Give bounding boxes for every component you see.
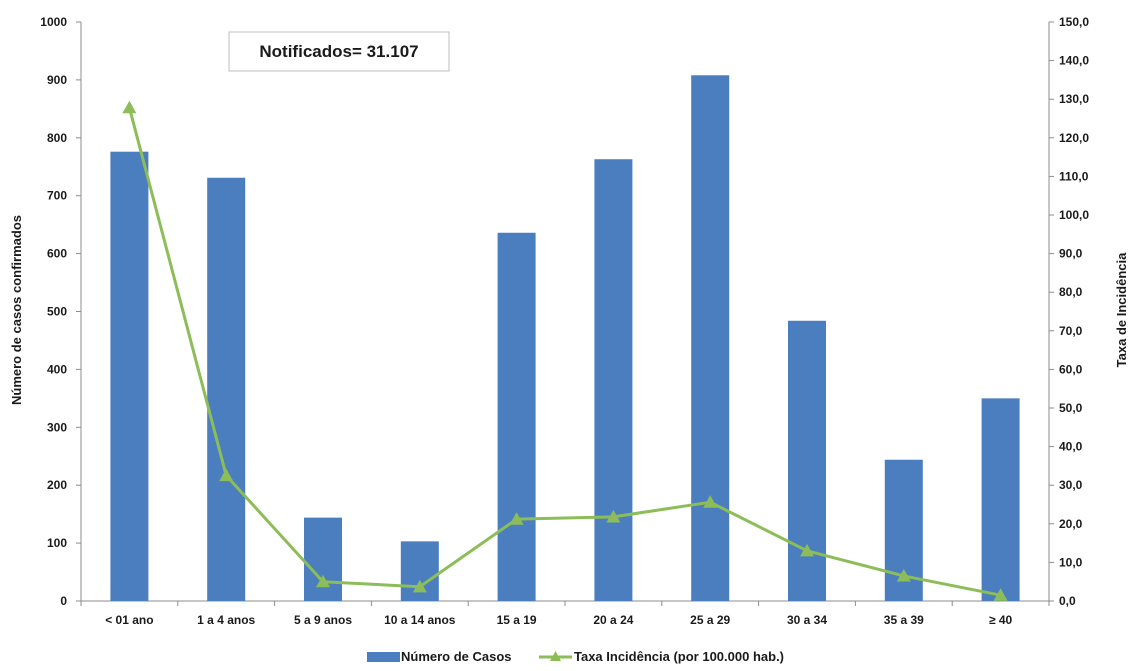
bar	[788, 320, 826, 601]
right-tick-label: 80,0	[1059, 285, 1083, 299]
right-tick-label: 90,0	[1059, 247, 1083, 261]
bar	[594, 159, 633, 601]
line-point	[703, 495, 718, 508]
x-axis: < 01 ano 1 a 4 anos 5 a 9 anos 10 a 14 anos…	[80, 601, 1050, 627]
bar	[981, 398, 1020, 601]
bar	[691, 75, 730, 601]
right-tick-label: 0,0	[1059, 594, 1076, 608]
line-point	[896, 568, 911, 582]
left-tick-label: 700	[47, 189, 67, 203]
right-tick-label: 40,0	[1059, 440, 1083, 454]
line-series	[122, 100, 1008, 601]
left-tick-label: 1000	[40, 15, 67, 29]
line-point	[412, 579, 427, 593]
legend-label-bars: Número de Casos	[401, 649, 512, 664]
left-tick-label: 100	[47, 536, 67, 550]
x-tick-label: 30 a 34	[787, 613, 827, 627]
legend-marker-line	[550, 651, 561, 661]
x-tick-label: 1 a 4 anos	[197, 613, 255, 627]
bar	[304, 517, 342, 601]
left-tick-label: 900	[47, 73, 67, 87]
y-axis-title: Número de casos confirmados	[9, 215, 24, 405]
line-point	[316, 574, 330, 588]
line-point	[509, 512, 524, 525]
legend-swatch-bars	[367, 652, 400, 662]
right-tick-label: 140,0	[1059, 54, 1089, 68]
left-tick-label: 400	[47, 362, 67, 376]
incidence-line	[127, 107, 1001, 597]
left-tick-label: 0	[60, 594, 67, 608]
line-point	[993, 588, 1008, 601]
x-tick-label: 15 a 19	[497, 613, 537, 627]
right-tick-label: 100,0	[1059, 208, 1089, 222]
line-point	[219, 468, 234, 482]
line-point	[606, 509, 621, 523]
right-tick-label: 120,0	[1059, 131, 1089, 145]
left-tick-label: 500	[47, 305, 67, 319]
right-tick-label: 150,0	[1059, 15, 1089, 29]
right-tick-label: 110,0	[1059, 169, 1089, 183]
right-tick-label: 50,0	[1059, 401, 1083, 415]
right-tick-label: 130,0	[1059, 92, 1089, 106]
bar	[110, 151, 149, 602]
bar	[207, 177, 246, 601]
line-point	[122, 100, 137, 114]
bar-series	[110, 75, 1020, 602]
x-tick-label: < 01 ano	[105, 613, 153, 627]
x-tick-label: 5 a 9 anos	[294, 613, 352, 627]
x-tick-label: 10 a 14 anos	[384, 613, 456, 627]
bar	[497, 232, 536, 602]
right-tick-label: 30,0	[1059, 478, 1083, 492]
right-tick-label: 70,0	[1059, 324, 1083, 338]
right-tick-label: 60,0	[1059, 362, 1083, 376]
x-tick-label: 20 a 24	[593, 613, 633, 627]
right-axis: 0,0 10,0 20,0 30,0 40,0 50,0 60,0 70,0 80,0 90,0 1…	[1049, 15, 1089, 608]
left-tick-label: 800	[47, 131, 67, 145]
x-tick-label: 35 a 39	[884, 613, 924, 627]
left-axis: 0 100 200 300 400 500 600 700 800 900 1000	[40, 15, 81, 608]
left-tick-label: 300	[47, 420, 67, 434]
legend: Número de Casos Taxa Incidência (por 100…	[367, 649, 784, 664]
annotation-box: Notificados= 31.107	[228, 31, 450, 72]
left-tick-label: 600	[47, 247, 67, 261]
right-tick-label: 20,0	[1059, 517, 1083, 531]
y2-axis-title: Taxa de Incidência	[1114, 252, 1129, 367]
annotation-text: Notificados= 31.107	[259, 42, 418, 61]
line-point	[800, 543, 814, 557]
legend-label-line: Taxa Incidência (por 100.000 hab.)	[574, 649, 784, 664]
left-tick-label: 200	[47, 478, 67, 492]
x-tick-label: 25 a 29	[690, 613, 730, 627]
annotation-frame	[228, 31, 450, 72]
right-tick-label: 10,0	[1059, 555, 1083, 569]
x-tick-label: ≥ 40	[989, 613, 1013, 627]
